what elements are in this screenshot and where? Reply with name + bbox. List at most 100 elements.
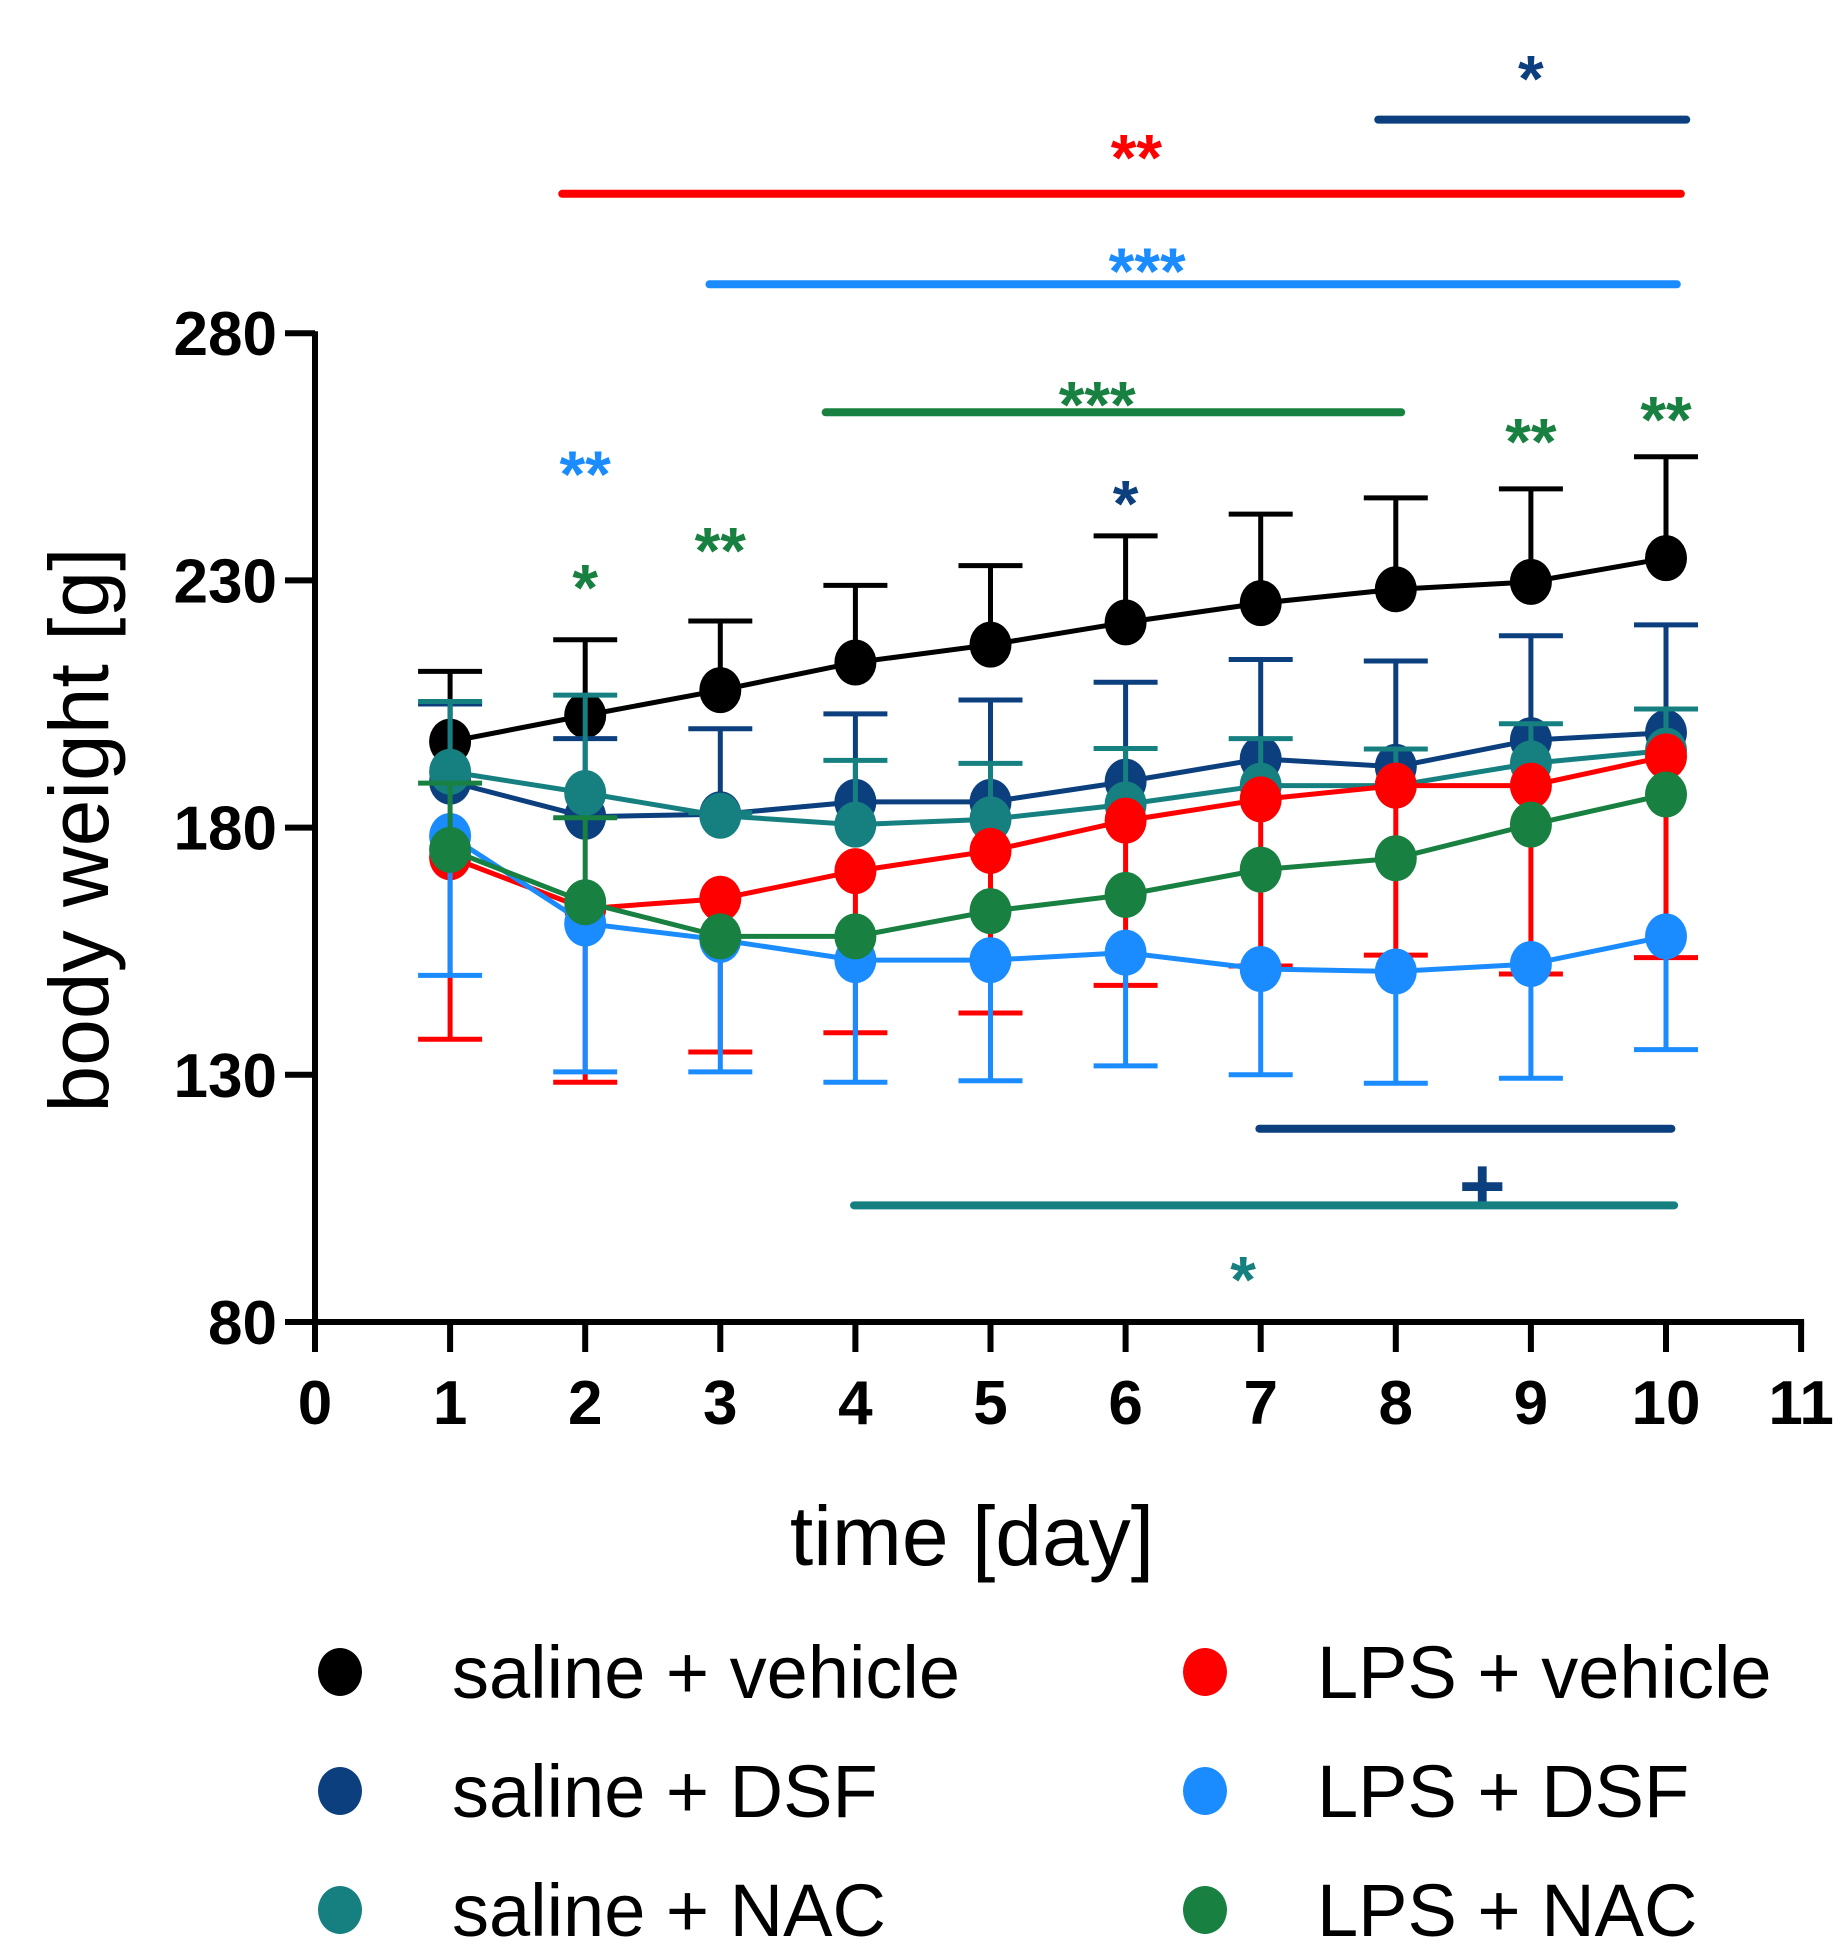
legend-item: saline + NAC	[318, 1869, 886, 1952]
data-point	[1374, 948, 1417, 995]
legend-label: LPS + DSF	[1317, 1750, 1689, 1833]
legend-label: LPS + NAC	[1317, 1869, 1697, 1952]
data-point	[429, 826, 472, 873]
significance-label: *	[1518, 41, 1544, 115]
data-point	[1239, 945, 1282, 992]
y-tick-label: 230	[174, 547, 277, 616]
legend-label: saline + vehicle	[452, 1631, 960, 1714]
data-point	[969, 621, 1012, 668]
legend-marker	[1183, 1886, 1227, 1934]
x-tick-label: 10	[1632, 1369, 1701, 1438]
series-saline-vehicle	[418, 454, 1698, 765]
x-tick-label: 1	[433, 1369, 467, 1438]
data-point	[699, 667, 742, 714]
legend-marker	[318, 1648, 362, 1696]
series-line	[448, 833, 1667, 974]
series-lps-dsf	[418, 813, 1698, 1086]
data-point	[1104, 599, 1147, 646]
data-point	[1509, 762, 1552, 809]
legend-item: saline + DSF	[318, 1750, 878, 1833]
legend-label: saline + DSF	[452, 1750, 878, 1833]
data-point	[564, 879, 607, 926]
series-line	[449, 753, 1667, 912]
significance-label: *	[572, 551, 598, 625]
significance-label: +	[1459, 1141, 1506, 1230]
x-tick-label: 11	[1768, 1369, 1834, 1438]
data-point	[699, 913, 742, 960]
x-tick-label: 4	[838, 1369, 873, 1438]
data-point	[699, 875, 742, 922]
legend: saline + vehicle saline + DSF saline + NAC…	[318, 1631, 1772, 1952]
data-point	[1239, 846, 1282, 893]
x-tick-label: 9	[1514, 1369, 1548, 1438]
x-tick-label: 3	[703, 1369, 737, 1438]
data-point	[1104, 797, 1147, 844]
data-point	[834, 913, 877, 960]
series-line	[449, 730, 1667, 820]
significance-label: ***	[1109, 234, 1186, 308]
data-point	[1374, 762, 1417, 809]
data-point	[1374, 566, 1417, 613]
legend-item: LPS + NAC	[1183, 1869, 1697, 1952]
data-point	[1645, 771, 1687, 818]
significance-label: **	[695, 513, 747, 587]
data-point	[969, 937, 1012, 984]
legend-label: LPS + vehicle	[1317, 1631, 1772, 1714]
data-point	[1104, 871, 1147, 918]
series-saline-dsf	[418, 622, 1698, 840]
x-tick-label: 7	[1243, 1369, 1277, 1438]
data-point	[834, 848, 877, 895]
x-tick-label: 6	[1108, 1369, 1142, 1438]
data-point	[969, 827, 1012, 874]
data-point	[1374, 835, 1417, 882]
legend-marker	[1183, 1648, 1227, 1696]
y-axis-label: body weight [g]	[32, 547, 126, 1112]
legend-marker	[318, 1886, 362, 1934]
data-point	[1509, 558, 1552, 605]
significance-annotations: ***************** **+*	[558, 41, 1692, 1317]
data-point	[834, 801, 877, 848]
significance-label: *	[1230, 1243, 1256, 1317]
series-line	[449, 747, 1667, 828]
significance-label: **	[1505, 405, 1557, 479]
significance-label: **	[560, 437, 612, 511]
data-point	[1645, 733, 1687, 780]
legend-item: LPS + vehicle	[1183, 1631, 1772, 1714]
data-point	[1509, 801, 1552, 848]
data-point	[1239, 776, 1282, 823]
legend-marker	[1183, 1767, 1227, 1815]
y-tick-label: 280	[174, 300, 277, 369]
data-point	[834, 639, 877, 686]
legend-item: saline + vehicle	[318, 1631, 960, 1714]
significance-label: **	[1640, 382, 1692, 456]
legend-label: saline + NAC	[452, 1869, 886, 1952]
x-tick-label: 2	[568, 1369, 602, 1438]
series-line	[449, 792, 1667, 939]
legend-item: LPS + DSF	[1183, 1750, 1689, 1833]
significance-label: *	[1113, 466, 1139, 540]
data-point	[1509, 941, 1552, 988]
data-point	[1239, 580, 1282, 627]
x-tick-label: 0	[298, 1369, 332, 1438]
data-point	[1645, 913, 1687, 960]
y-tick-label: 180	[174, 795, 277, 864]
data-point	[969, 796, 1012, 843]
data-point	[699, 792, 742, 839]
legend-marker	[318, 1767, 362, 1815]
series-saline-nac	[418, 692, 1698, 848]
x-tick-label: 5	[973, 1369, 1007, 1438]
axes: 0 1 2 3 4 5 6 7 8 9 10 11 80 130 180 230 280	[174, 300, 1834, 1438]
data-point	[1645, 535, 1687, 582]
significance-label: ***	[1059, 368, 1136, 442]
x-axis-label: time [day]	[790, 1489, 1154, 1583]
series-group	[418, 454, 1698, 1086]
series-lps-nac	[418, 771, 1687, 960]
data-point	[564, 769, 607, 816]
significance-label: **	[1111, 120, 1163, 194]
series-line	[449, 555, 1667, 745]
y-tick-label: 130	[174, 1042, 277, 1111]
data-point	[969, 888, 1012, 935]
data-point	[1104, 929, 1147, 976]
y-tick-label: 80	[208, 1289, 277, 1358]
